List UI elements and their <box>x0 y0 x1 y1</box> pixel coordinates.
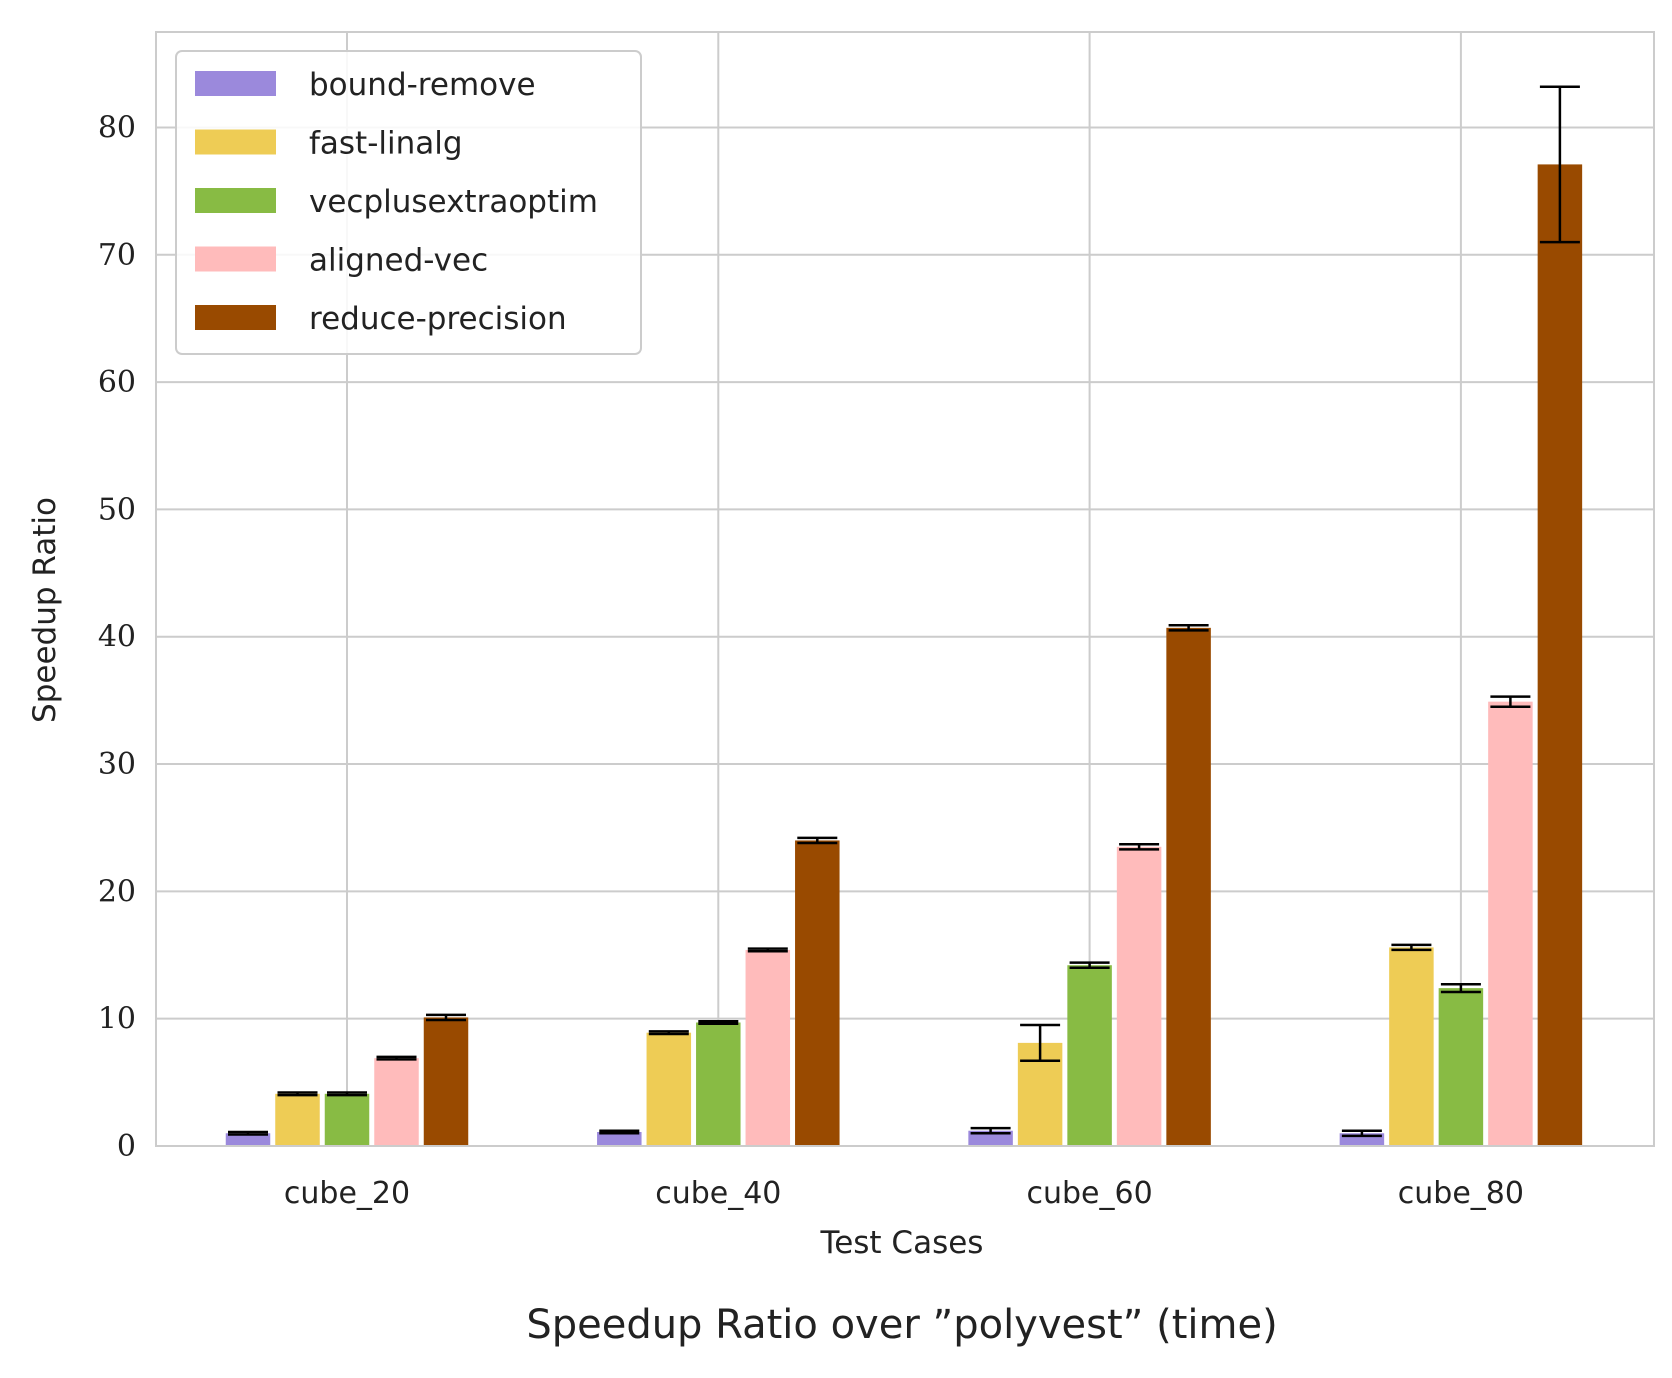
legend-label-bound-remove: bound-remove <box>309 67 536 103</box>
grid-lines <box>156 32 1654 1147</box>
y-tick-label: 30 <box>98 747 136 782</box>
x-axis-label: Test Cases <box>820 1225 984 1261</box>
bars <box>225 164 1583 1146</box>
legend-label-fast-linalg: fast-linalg <box>309 126 463 162</box>
legend-swatch-vecplusextraoptim <box>195 188 276 213</box>
legend-swatch-aligned-vec <box>195 246 276 272</box>
y-tick-labels: 0 10 20 30 40 50 60 70 80 <box>98 110 136 1164</box>
bar-bound-remove-cube_20 <box>225 1133 271 1146</box>
legend-label-vecplusextraoptim: vecplusextraoptim <box>309 184 598 220</box>
bar-vecplusextraoptim-cube_40 <box>696 1022 741 1146</box>
bar-aligned-vec-cube_60 <box>1116 846 1162 1146</box>
y-axis-label: Speedup Ratio <box>27 497 63 723</box>
y-tick-label: 0 <box>117 1129 136 1164</box>
bar-fast-linalg-cube_40 <box>646 1032 692 1146</box>
bar-aligned-vec-cube_80 <box>1488 701 1533 1146</box>
bar-reduce-precision-cube_80 <box>1537 164 1583 1146</box>
legend-swatch-fast-linalg <box>195 129 276 155</box>
plot-frame <box>155 31 1655 1147</box>
bar-bound-remove-cube_40 <box>597 1131 642 1146</box>
x-tick-labels: cube_20 cube_40 cube_60 cube_80 <box>284 1176 1524 1211</box>
bar-vecplusextraoptim-cube_80 <box>1438 988 1484 1146</box>
x-tick-label: cube_40 <box>655 1176 781 1211</box>
y-tick-label: 50 <box>98 492 136 527</box>
chart-title: Speedup Ratio over ”polyvest” (time) <box>526 1302 1277 1348</box>
legend-label-reduce-precision: reduce-precision <box>309 301 567 337</box>
bar-fast-linalg-cube_80 <box>1389 947 1434 1146</box>
y-tick-label: 10 <box>98 1002 136 1037</box>
legend: bound-remove fast-linalg vecplusextraoptim… <box>175 50 642 355</box>
legend-label-aligned-vec: aligned-vec <box>309 243 488 279</box>
x-tick-label: cube_80 <box>1398 1176 1524 1211</box>
bar-reduce-precision-cube_60 <box>1166 627 1211 1146</box>
bar-aligned-vec-cube_40 <box>745 949 791 1146</box>
x-tick-label: cube_60 <box>1027 1176 1153 1211</box>
legend-swatch-bound-remove <box>195 71 276 96</box>
bar-vecplusextraoptim-cube_20 <box>324 1093 370 1146</box>
bar-reduce-precision-cube_20 <box>423 1017 469 1146</box>
error-bars <box>228 85 1580 1138</box>
bar-vecplusextraoptim-cube_60 <box>1067 965 1112 1146</box>
y-tick-label: 40 <box>98 620 136 655</box>
bar-reduce-precision-cube_40 <box>795 840 840 1146</box>
y-tick-label: 60 <box>98 365 136 400</box>
bar-bound-remove-cube_60 <box>968 1130 1013 1146</box>
y-tick-label: 80 <box>98 110 136 145</box>
legend-swatch-reduce-precision <box>195 305 276 330</box>
bar-fast-linalg-cube_20 <box>275 1093 320 1146</box>
bar-aligned-vec-cube_20 <box>374 1058 419 1146</box>
x-tick-label: cube_20 <box>284 1176 410 1211</box>
y-tick-label: 20 <box>98 874 136 909</box>
legend-frame <box>175 50 642 355</box>
y-tick-label: 70 <box>98 238 136 273</box>
